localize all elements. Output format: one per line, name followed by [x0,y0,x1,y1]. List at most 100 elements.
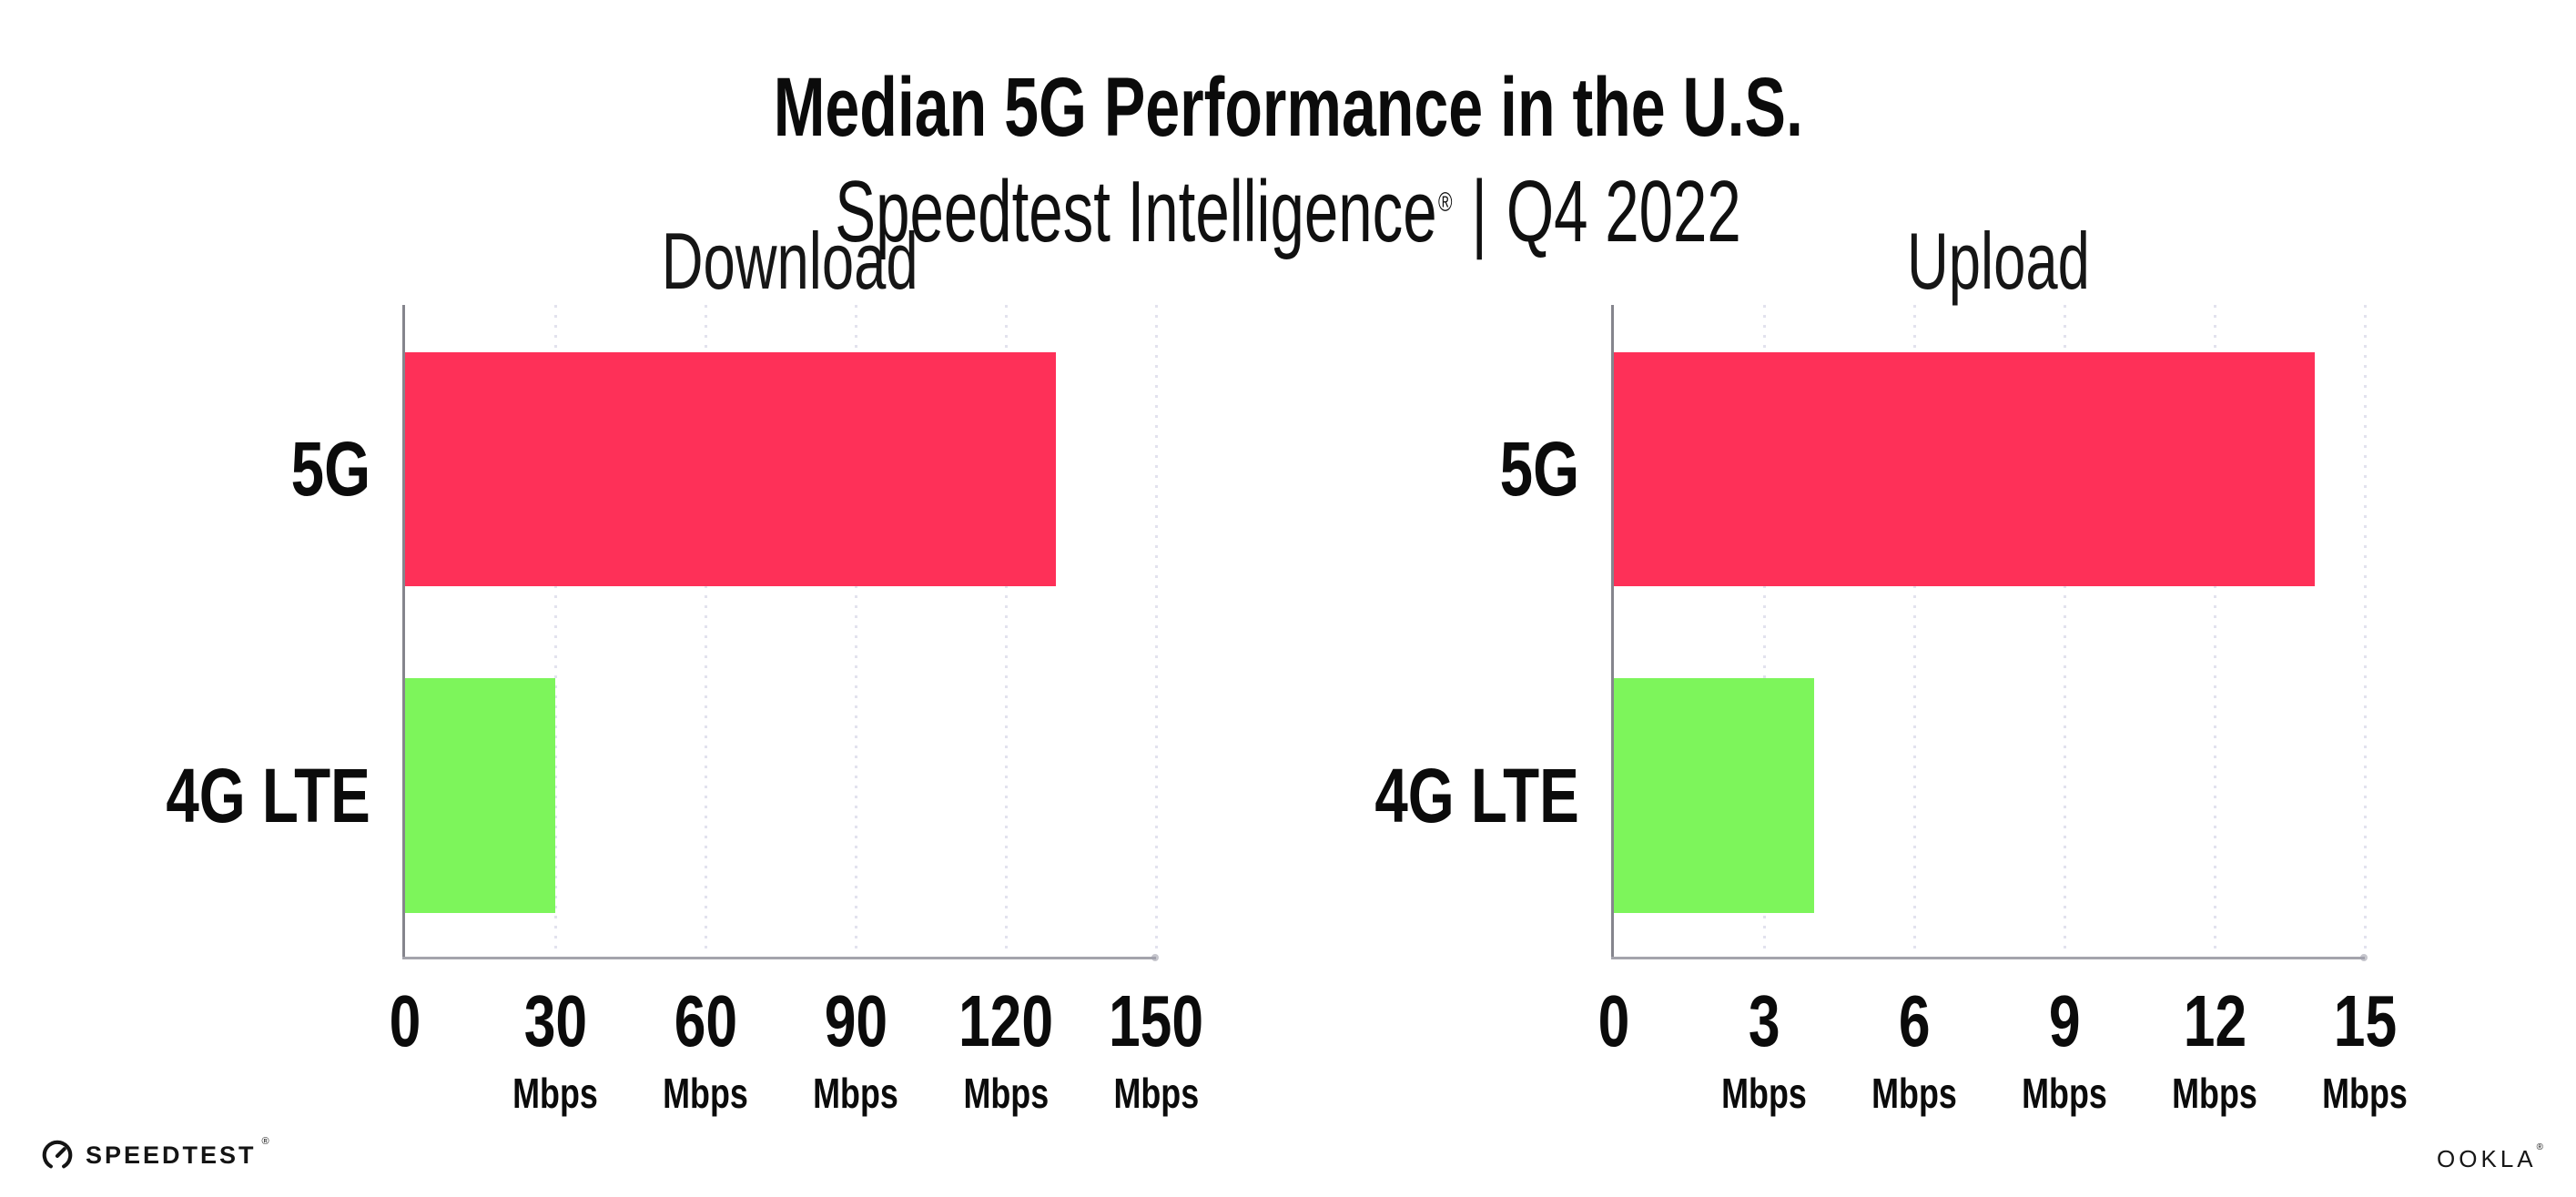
subtitle-period: Q4 2022 [1506,162,1741,260]
x-tick-number: 60 [651,985,760,1058]
x-tick-number: 0 [385,985,426,1058]
gridline-9-mbps [2063,305,2066,955]
gridline-6-mbps [1912,305,1916,955]
x-tick-number-text: 120 [958,980,1054,1061]
speedtest-logo: SPEEDTEST ® [40,1136,269,1172]
gridline-60-mbps [704,305,707,955]
4g-lte-category-label-text: 4G LTE [1374,753,1579,838]
x-tick-number: 150 [1095,985,1216,1058]
4g-lte-bar [1614,678,1814,913]
page-subtitle-text: Speedtest Intelligence® | Q4 2022 [835,162,1741,260]
x-tick-label-60: 60 Mbps [651,985,760,1115]
x-tick-number: 3 [1709,985,1819,1058]
x-tick-label-150: 150 Mbps [1095,985,1216,1115]
x-tick-unit: Mbps [1095,1072,1216,1114]
speedtest-trademark-icon: ® [261,1136,269,1147]
gridline-15-mbps [2363,305,2367,955]
x-tick-unit-text: Mbps [1871,1070,1957,1117]
upload-x-axis-line [1611,954,2368,961]
4g-lte-category-label-text: 4G LTE [166,753,370,838]
ookla-trademark-icon: ® [2536,1142,2547,1152]
x-tick-number: 15 [2310,985,2419,1058]
x-tick-number-text: 15 [2333,980,2397,1061]
x-tick-number-text: 3 [1748,980,1780,1061]
x-tick-number-text: 60 [674,980,737,1061]
x-tick-unit: Mbps [501,1072,610,1114]
x-tick-unit: Mbps [2310,1072,2419,1114]
x-tick-number: 90 [801,985,910,1058]
x-tick-unit-text: Mbps [663,1070,748,1117]
5g-category-label: 5G [1477,431,1579,507]
x-tick-unit-text: Mbps [512,1070,598,1117]
x-tick-unit-text: Mbps [2322,1070,2408,1117]
speedtest-gauge-icon [42,1140,73,1169]
x-tick-unit: Mbps [1860,1072,1969,1114]
page-subtitle: Speedtest Intelligence® | Q4 2022 [0,162,2576,260]
download-chart-title: Download [402,221,1177,301]
4g-lte-category-label: 4G LTE [1317,757,1579,834]
x-tick-unit: Mbps [801,1072,910,1114]
upload-chart-title: Upload [1611,221,2386,301]
x-tick-number-text: 9 [2048,980,2081,1061]
5g-category-label: 5G [269,431,370,507]
page-title: Median 5G Performance in the U.S. [0,64,2576,152]
x-tick-label-0: 0 [385,985,426,1058]
upload-plot-area: 0 3 Mbps 6 Mbps 9 Mbps 12 Mbps 15 Mbps 5G 4G LTE [1375,305,2408,1114]
x-tick-unit-text: Mbps [813,1070,898,1117]
x-tick-number: 120 [945,985,1066,1058]
x-tick-unit-text: Mbps [2022,1070,2107,1117]
download-chart-panel: Download 0 30 Mbps 60 Mbps 90 Mbps 120 Mbps 150 Mb… [167,0,1204,1197]
gridline-150-mbps [1154,305,1158,955]
x-tick-number-text: 0 [389,980,421,1061]
x-tick-unit: Mbps [945,1072,1066,1114]
x-tick-unit: Mbps [2010,1072,2119,1114]
5g-bar [405,352,1056,586]
x-tick-number: 9 [2010,985,2119,1058]
x-tick-unit: Mbps [651,1072,760,1114]
ookla-logo: OOKLA ® [2437,1143,2547,1172]
upload-chart-title-text: Upload [1907,216,2090,306]
x-tick-number-text: 12 [2183,980,2246,1061]
x-tick-label-15: 15 Mbps [2310,985,2419,1115]
speedtest-wordmark: SPEEDTEST [86,1141,257,1169]
registered-trademark-icon: ® [1437,187,1453,218]
x-tick-number-text: 90 [824,980,887,1061]
upload-chart-panel: Upload 0 3 Mbps 6 Mbps 9 Mbps 12 Mbps 15 Mbps 5G 4G … [1375,0,2408,1197]
x-tick-label-30: 30 Mbps [501,985,610,1115]
x-tick-number-text: 150 [1108,980,1204,1061]
x-tick-label-3: 3 Mbps [1709,985,1819,1115]
x-tick-unit-text: Mbps [963,1070,1049,1117]
page-title-text: Median 5G Performance in the U.S. [773,60,1803,154]
x-tick-label-6: 6 Mbps [1860,985,1969,1115]
x-tick-number: 12 [2160,985,2269,1058]
x-tick-unit: Mbps [2160,1072,2269,1114]
x-tick-number: 0 [1594,985,1635,1058]
5g-bar [1614,352,2315,586]
5g-category-label-text: 5G [290,426,370,512]
x-tick-unit-text: Mbps [2172,1070,2257,1117]
x-tick-label-120: 120 Mbps [945,985,1066,1115]
4g-lte-bar [405,678,555,913]
x-tick-label-0: 0 [1594,985,1635,1058]
x-tick-unit: Mbps [1709,1072,1819,1114]
gridline-3-mbps [1762,305,1766,955]
x-tick-number: 30 [501,985,610,1058]
4g-lte-category-label: 4G LTE [108,757,370,834]
download-x-axis-line [402,954,1159,961]
gridline-30-mbps [553,305,557,955]
gridline-90-mbps [854,305,857,955]
5g-category-label-text: 5G [1499,426,1579,512]
x-tick-label-90: 90 Mbps [801,985,910,1115]
download-chart-title-text: Download [661,216,918,306]
download-plot-area: 0 30 Mbps 60 Mbps 90 Mbps 120 Mbps 150 Mbps 5G 4G LT… [167,305,1203,1114]
x-tick-unit-text: Mbps [1113,1070,1199,1117]
ookla-wordmark: OOKLA [2437,1145,2537,1172]
gridline-12-mbps [2213,305,2216,955]
subtitle-separator: | [1471,162,1487,260]
gridline-120-mbps [1004,305,1008,955]
x-tick-number-text: 0 [1597,980,1630,1061]
x-tick-label-9: 9 Mbps [2010,985,2119,1115]
x-tick-number-text: 30 [523,980,587,1061]
x-tick-label-12: 12 Mbps [2160,985,2269,1115]
